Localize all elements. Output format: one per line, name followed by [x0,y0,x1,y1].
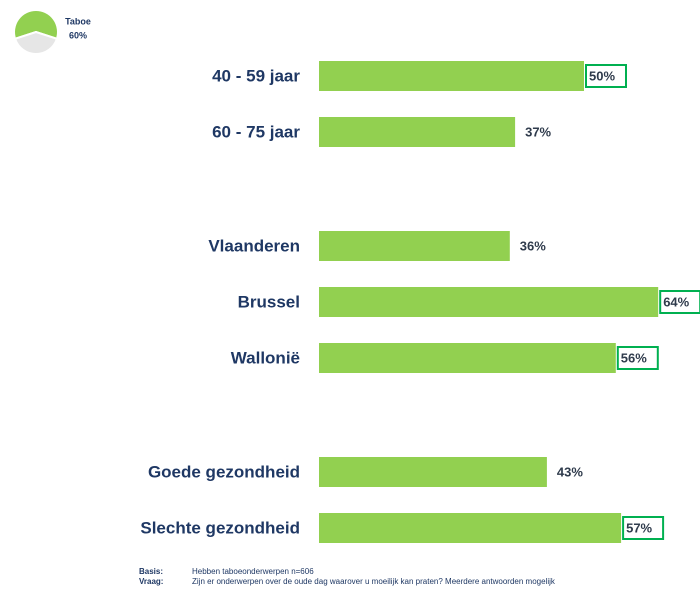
highlight-box [622,516,665,540]
bar [319,343,616,373]
bar [319,61,584,91]
category-label: 60 - 75 jaar [212,122,300,141]
badge-slice [13,9,59,41]
value-label: 43% [557,464,583,479]
category-label: 40 - 59 jaar [212,66,300,85]
category-label: Vlaanderen [208,236,300,255]
value-label: 50% [589,68,615,83]
bar [319,457,547,487]
bar [319,287,659,317]
badge-slice [13,30,59,55]
bar [319,117,516,147]
basis-label: Basis: [139,567,163,576]
category-label: Brussel [238,292,300,311]
basis-text: Hebben taboeonderwerpen n=606 [192,567,314,576]
highlight-box [659,290,700,314]
highlight-box [585,64,627,88]
value-label: 56% [621,350,647,365]
category-label: Goede gezondheid [148,462,300,481]
highlight-box [616,346,659,370]
question-label: Vraag: [139,577,163,586]
value-label: 64% [663,294,689,309]
value-label: 57% [626,520,652,535]
bar [319,231,510,261]
value-label: 37% [525,124,551,139]
question-text: Zijn er onderwerpen over de oude dag waa… [192,577,556,586]
category-label: Wallonië [231,348,300,367]
badge-value: 60% [69,30,87,40]
value-label: 36% [520,238,546,253]
category-label: Slechte gezondheid [140,518,300,537]
bar [319,513,622,543]
badge-label: Taboe [65,16,91,26]
